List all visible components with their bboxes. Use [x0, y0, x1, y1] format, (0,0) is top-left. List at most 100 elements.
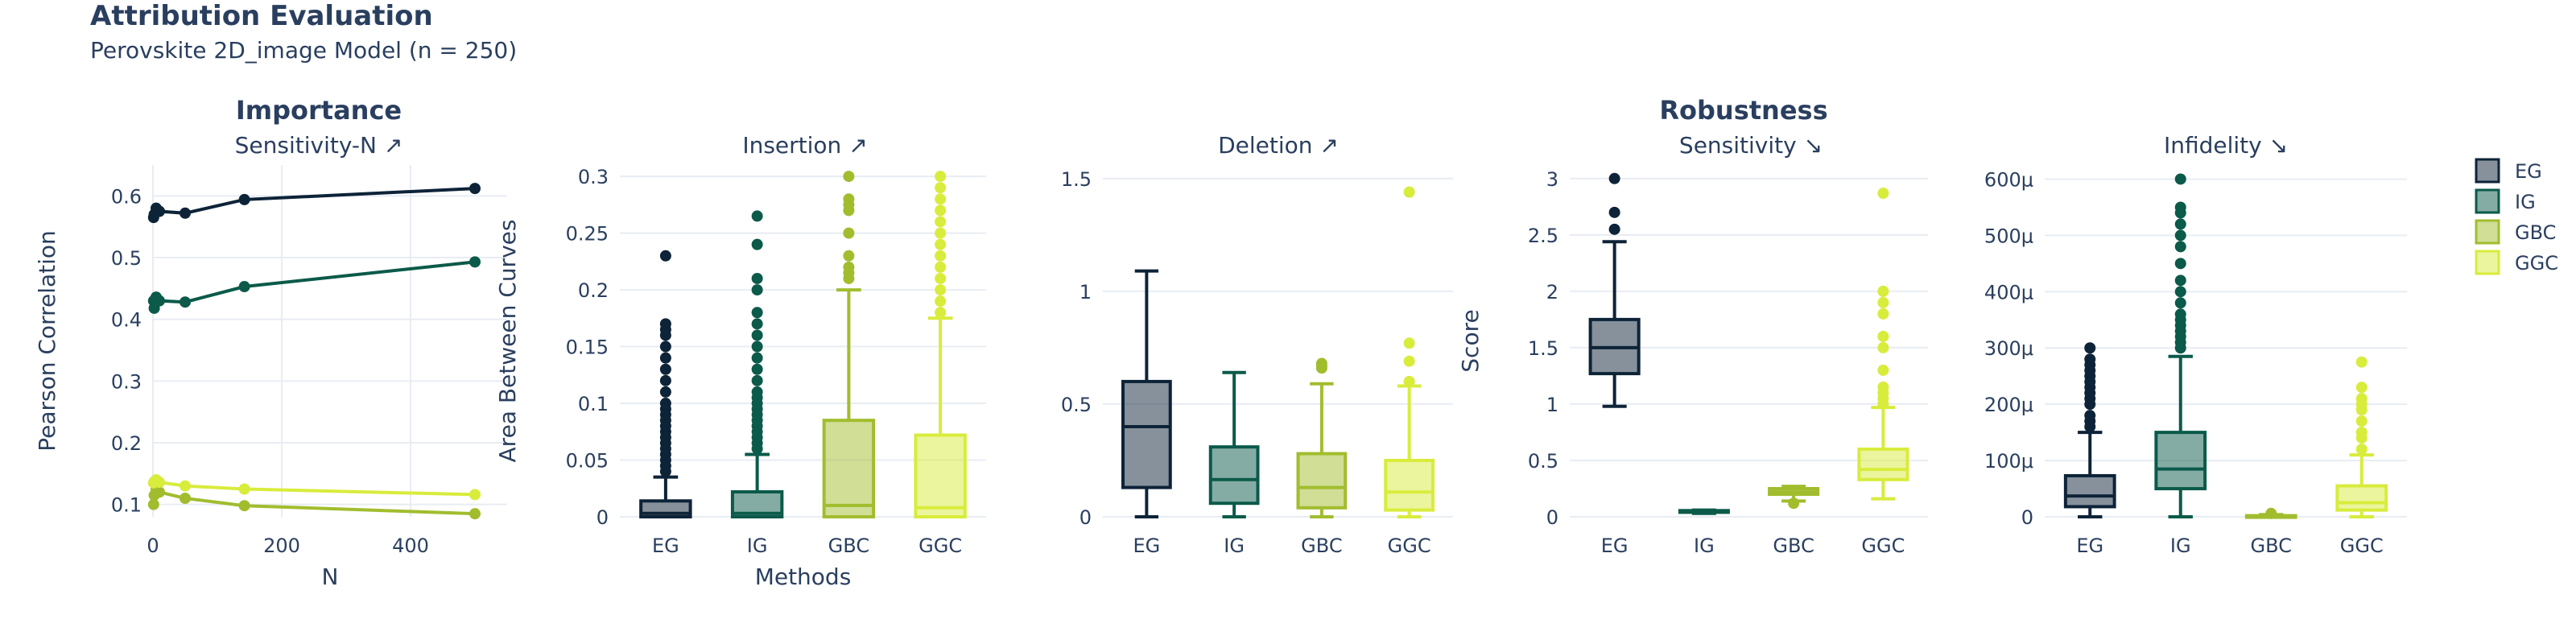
x-tick-label: IG [1224, 535, 1245, 557]
box-ggc [1384, 458, 1435, 512]
outlier-ggc [2355, 427, 2368, 439]
data-point-gbc [238, 500, 250, 512]
data-point-gbc [147, 498, 159, 510]
y-tick-label: 0.3 [578, 166, 609, 188]
outlier-eg [2084, 410, 2096, 422]
x-tick-label: IG [747, 535, 768, 557]
y-tick-label: 0.5 [111, 247, 142, 270]
insertion-chart-title: Insertion ↗ [742, 132, 867, 159]
data-point-ggc [154, 477, 165, 489]
outlier-eg [659, 318, 671, 330]
sensitivity-chart-title: Sensitivity ↘ [1679, 132, 1823, 159]
x-tick-label: EG [1601, 535, 1629, 557]
outlier-ggc [1877, 308, 1889, 320]
legend-swatch-ggc [2475, 250, 2500, 275]
section-importance: Importance [236, 95, 402, 126]
outlier-ggc [1403, 186, 1415, 198]
y-tick-label: 300μ [1984, 337, 2033, 360]
x-tick-label: EG [652, 535, 679, 557]
x-tick-label: 200 [263, 535, 300, 557]
outlier-ig [751, 307, 763, 319]
outlier-ig [751, 363, 763, 375]
outlier-ggc [2355, 356, 2368, 368]
y-tick-label: 0.5 [1528, 450, 1558, 473]
outlier-ggc [935, 295, 947, 308]
outlier-ggc [935, 182, 947, 194]
outlier-ig [2174, 297, 2186, 309]
outlier-gbc [843, 227, 855, 239]
outlier-ig [2174, 229, 2186, 242]
outlier-eg [2084, 353, 2096, 365]
y-tick-label: 0 [1546, 506, 1558, 529]
x-axis-title: N [322, 564, 339, 590]
x-tick-label: GGC [2340, 535, 2384, 557]
legend-label-ig: IG [2515, 191, 2536, 213]
y-tick-label: 0.4 [111, 309, 142, 332]
outlier-eg [659, 341, 671, 353]
box-gbc [822, 419, 876, 519]
outlier-ggc [1403, 375, 1415, 387]
outlier-gbc [843, 171, 855, 183]
x-tick-label: EG [2076, 535, 2103, 557]
y-tick-label: 0.6 [111, 185, 142, 208]
outlier-ggc [1877, 296, 1889, 308]
x-tick-label: GGC [1861, 535, 1905, 557]
x-tick-label: GBC [2251, 535, 2292, 557]
outlier-ig [751, 386, 763, 398]
x-tick-label: GBC [1301, 535, 1342, 557]
outlier-eg [659, 352, 671, 364]
y-tick-label: 1 [1080, 281, 1092, 303]
outlier-ggc [935, 272, 947, 284]
outlier-ggc [935, 193, 947, 205]
legend-label-eg: EG [2515, 160, 2542, 183]
y-tick-label: 200μ [1984, 394, 2033, 416]
y-tick-label: 0.1 [578, 393, 609, 415]
outlier-ggc [935, 261, 947, 273]
y-tick-label: 0.2 [578, 279, 609, 302]
deletion-chart-title: Deletion ↗ [1218, 132, 1339, 159]
outlier-ggc [2355, 415, 2368, 427]
box-ggc [914, 433, 967, 519]
outlier-ig [751, 238, 763, 250]
outlier-ggc [935, 171, 947, 183]
y-tick-label: 0 [1080, 506, 1092, 529]
data-point-ig [238, 281, 250, 293]
outlier-eg [1608, 206, 1620, 218]
y-tick-label: 600μ [1984, 168, 2033, 191]
y-tick-label: 0.5 [1061, 394, 1092, 416]
outlier-ig [751, 272, 763, 284]
outlier-ig [751, 329, 763, 341]
data-point-gbc [180, 493, 191, 504]
x-tick-label: 400 [392, 535, 429, 557]
outlier-ig [751, 374, 763, 386]
y-tick-label: 0.25 [566, 223, 609, 246]
data-point-gbc [469, 508, 481, 520]
outlier-ig [2174, 218, 2186, 230]
outlier-ig [2174, 308, 2186, 320]
outlier-ggc [935, 307, 947, 319]
outlier-ggc [2355, 393, 2368, 405]
box-ig [2154, 431, 2207, 491]
y-axis-title: Score [1457, 309, 1484, 372]
outlier-ggc [935, 250, 947, 262]
legend-label-gbc: GBC [2515, 221, 2556, 244]
outlier-ggc [1877, 364, 1889, 376]
box-eg [2063, 473, 2116, 509]
outlier-ggc [1877, 381, 1889, 393]
infidelity-chart-title: Infidelity ↘ [2164, 132, 2288, 159]
box-ig [1208, 445, 1260, 506]
y-tick-label: 1.5 [1061, 168, 1092, 191]
data-point-ig [469, 256, 481, 268]
y-tick-label: 0.1 [111, 494, 142, 517]
data-point-gbc [154, 486, 165, 498]
outlier-ig [751, 210, 763, 222]
box-ggc [1857, 447, 1909, 481]
line-series-eg [151, 187, 476, 218]
y-tick-label: 500μ [1984, 225, 2033, 247]
outlier-ggc [935, 238, 947, 250]
data-point-eg [180, 207, 191, 219]
outlier-eg [1608, 172, 1620, 184]
page-title: Attribution Evaluation [90, 0, 433, 32]
outlier-gbc [1315, 357, 1327, 369]
box-ggc [2335, 484, 2388, 512]
